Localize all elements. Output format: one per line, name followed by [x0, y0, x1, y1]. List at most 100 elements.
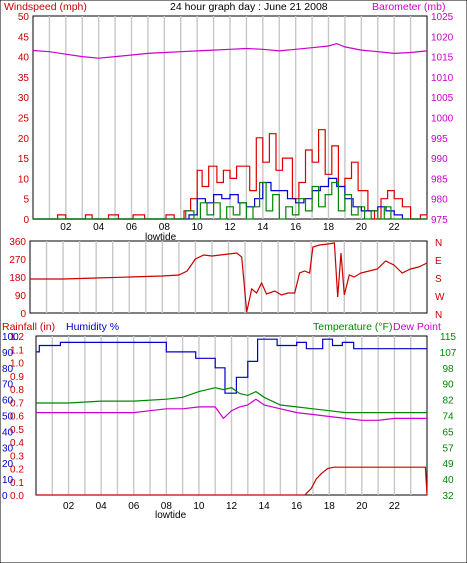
panel3-x-tick-label: 06: [128, 501, 140, 512]
panel3-series: [36, 338, 428, 496]
panel1-x-tick-label: 10: [192, 222, 204, 233]
panel3-x-tick-label: 18: [324, 501, 336, 512]
direction-degree-tick-label: 360: [9, 237, 26, 248]
barometer-axis-label: Barometer (mb): [372, 1, 446, 13]
rainfall-tick-label: 1.2: [10, 332, 24, 343]
rainfall-tick-label: 0.1: [10, 478, 24, 489]
barometer-tick-label: 975: [431, 215, 448, 226]
dewpoint-line: [36, 398, 427, 421]
panel1-series: [32, 42, 428, 220]
barometer-tick-label: 1005: [431, 93, 454, 104]
temperature-tick-label: 40: [442, 475, 454, 486]
barometer-tick-label: 1025: [431, 12, 454, 23]
rainfall-tick-label: 0.3: [10, 451, 24, 462]
temperature-tick-label: 107: [440, 348, 457, 359]
rainfall-line: [36, 466, 428, 496]
panel3-x-tick-label: 16: [291, 501, 303, 512]
panel3-x-tick-label: 20: [356, 501, 368, 512]
barometer-tick-label: 1020: [431, 32, 454, 43]
humidity-tick-label: 10: [2, 475, 14, 486]
rainfall-tick-label: 1.1: [10, 345, 24, 356]
panel3-x-tick-label: 14: [259, 501, 271, 512]
windspeed-tick-label: 35: [18, 73, 30, 84]
panel3-x-tick-label: 12: [226, 501, 238, 512]
temperature-tick-label: 115: [440, 332, 456, 343]
panel1-x-tick-label: 02: [60, 222, 72, 233]
panel1-x-tick-label: 08: [159, 222, 171, 233]
temperature-tick-label: 82: [442, 396, 454, 407]
chart-title: 24 hour graph day : June 21 2008: [170, 1, 328, 13]
windspeed-ticks: 0 5 10 15 20 25 30 35 40 45 50: [18, 12, 30, 226]
humidity-axis-label: Humidity %: [66, 321, 119, 333]
humidity-tick-label: 0: [2, 491, 8, 502]
compass-tick-label: N: [435, 238, 442, 249]
temperature-tick-label: 65: [442, 427, 454, 438]
rainfall-tick-label: 0.4: [10, 438, 24, 449]
humidity-temperature-panel: 0.00.10.20.30.40.50.60.70.80.91.01.11.2 …: [2, 332, 457, 521]
windspeed-tick-label: 40: [18, 53, 30, 64]
barometer-tick-label: 990: [431, 154, 448, 165]
panel1-x-tick-label: 16: [290, 222, 302, 233]
windspeed-axis-label: Windspeed (mph): [4, 1, 87, 13]
compass-tick-label: E: [435, 256, 442, 267]
speed-line: [33, 181, 427, 220]
windspeed-tick-label: 0: [23, 215, 29, 226]
direction-degree-tick-label: 270: [9, 255, 26, 266]
dewpoint-axis-label: Dew Point: [393, 321, 441, 333]
temperature-axis-label: Temperature (°F): [313, 321, 392, 333]
windspeed-tick-label: 10: [18, 174, 30, 185]
compass-tick-label: S: [435, 274, 442, 285]
barometer-ticks: 975 980 985 990 995 1000 1005 1010 1015 1020 1025: [431, 12, 454, 226]
humidity-line: [36, 338, 427, 394]
rainfall-tick-label: 0.6: [10, 412, 24, 423]
compass-tick-label: W: [435, 292, 445, 303]
temperature-ticks: 32 40 49 57 65 74 82 90 98 107 115: [440, 332, 457, 502]
panel3-x-tick-label: 22: [389, 501, 401, 512]
panel1-x-tick-label: 18: [323, 222, 335, 233]
barometer-tick-label: 985: [431, 174, 448, 185]
humidity-tick-label: 100: [2, 332, 19, 343]
rainfall-axis-label: Rainfall (in): [2, 321, 55, 333]
windspeed-tick-label: 5: [23, 195, 29, 206]
barometer-tick-label: 995: [431, 134, 448, 145]
humidity-tick-label: 80: [2, 364, 14, 375]
humidity-tick-label: 70: [2, 380, 14, 391]
direction-degree-tick-label: 180: [9, 273, 26, 284]
rainfall-tick-label: 0.8: [10, 385, 24, 396]
direction-degree-tick-label: 90: [15, 291, 27, 302]
panel1-x-tick-label: 04: [93, 222, 105, 233]
temperature-tick-label: 90: [442, 380, 454, 391]
lowtide-marker-3: lowtide: [155, 510, 187, 521]
rainfall-tick-label: 0.5: [10, 425, 24, 436]
compass-tick-label: N: [435, 310, 442, 321]
windspeed-tick-label: 20: [18, 134, 30, 145]
rainfall-tick-label: 1.0: [10, 359, 24, 370]
humidity-ticks: 0 10 20 30 40 50 60 70 80 90 100: [2, 332, 19, 502]
temperature-tick-label: 57: [442, 443, 454, 454]
windspeed-tick-label: 30: [18, 93, 30, 104]
rainfall-tick-label: 0.9: [10, 372, 24, 383]
panel1-x-tick-label: 20: [356, 222, 368, 233]
panel1-x-tick-label: 22: [389, 222, 401, 233]
barometer-line: [32, 42, 428, 59]
temperature-tick-label: 98: [442, 364, 454, 375]
windspeed-tick-label: 15: [18, 154, 30, 165]
humidity-tick-label: 50: [2, 412, 14, 423]
windspeed-tick-label: 45: [18, 32, 30, 43]
panel1-x-tick-label: 06: [126, 222, 138, 233]
rainfall-tick-label: 0.2: [10, 465, 24, 476]
barometer-tick-label: 980: [431, 195, 448, 206]
humidity-tick-label: 90: [2, 348, 14, 359]
barometer-tick-label: 1010: [431, 73, 454, 84]
humidity-tick-label: 30: [2, 443, 14, 454]
panel3-x-tick-label: 02: [63, 501, 75, 512]
temperature-line: [36, 387, 427, 414]
panel1-x-ticks: 02 04 06 08 10 12 14 16 18 20 22: [60, 222, 400, 233]
humidity-tick-label: 20: [2, 459, 14, 470]
humidity-tick-label: 40: [2, 427, 14, 438]
temperature-tick-label: 74: [442, 412, 454, 423]
panel2-series: [30, 242, 428, 313]
panel3-x-tick-label: 04: [96, 501, 108, 512]
